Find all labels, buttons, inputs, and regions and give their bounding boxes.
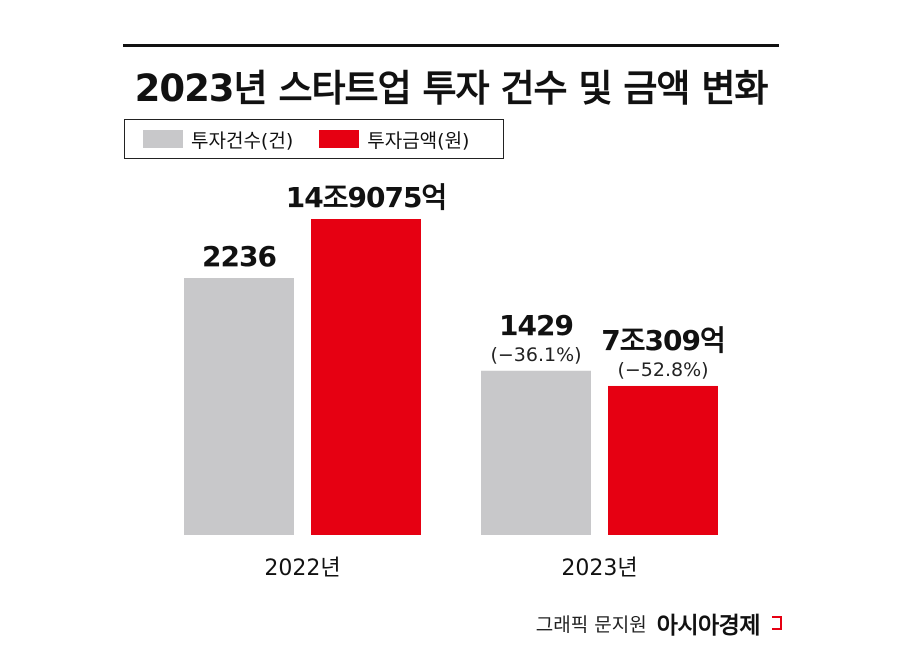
bar-amount-0 [311,219,421,535]
legend-swatch-count [143,130,183,148]
legend: 투자건수(건) 투자금액(원) [124,119,504,159]
bar-count-1 [481,370,591,535]
category-label-1: 2023년 [561,556,637,581]
bar-count-0 [184,278,294,535]
legend-swatch-amount [319,130,360,148]
category-label-0: 2022년 [264,556,340,581]
credit-text: 그래픽 문지원 [535,613,647,636]
legend-label-amount: 투자금액(원) [367,129,470,152]
change-label-amount-1: (−52.8%) [617,359,708,381]
change-label-count-1: (−36.1%) [490,344,581,366]
credit: 그래픽 문지원 아시아경제 [536,606,782,640]
brand-logo: 아시아경제 [656,613,761,639]
data-label-amount-1: 7조309억 [601,324,724,357]
legend-item-count: 투자건수(건) [143,126,293,153]
bar-amount-1 [608,385,718,535]
brand-mark-icon [772,616,782,630]
top-rule [123,44,779,47]
data-label-count-1: 1429 [499,309,573,342]
data-label-count-0: 2236 [202,240,276,273]
legend-label-count: 투자건수(건) [191,129,294,152]
chart-title: 2023년 스타트업 투자 건수 및 금액 변화 [134,67,769,110]
legend-item-amount: 투자금액(원) [319,126,469,153]
data-label-amount-0: 14조9075억 [286,181,446,214]
